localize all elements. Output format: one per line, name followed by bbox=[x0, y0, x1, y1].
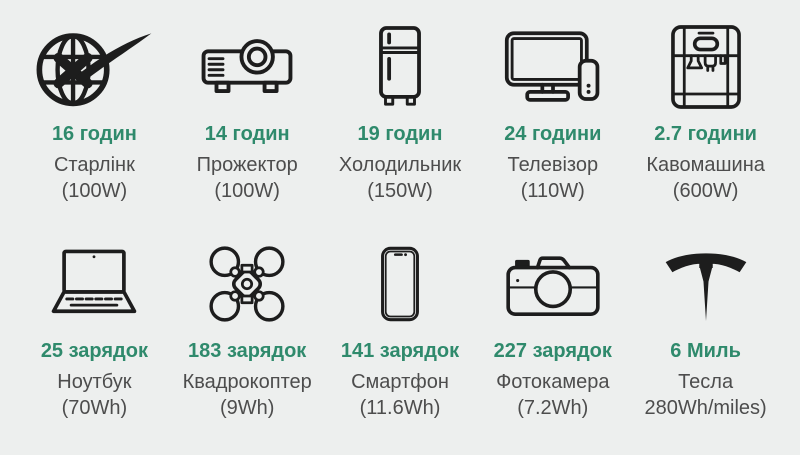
device-label: Фотокамера (7.2Wh) bbox=[496, 369, 609, 421]
runtime-value: 227 зарядок bbox=[493, 339, 612, 362]
device-spec: (100W) bbox=[214, 180, 280, 202]
device-spec: (11.6Wh) bbox=[359, 396, 441, 419]
runtime-value: 2.7 години bbox=[654, 123, 757, 145]
card-starlink: 16 годин Старлінк (100W) bbox=[18, 20, 171, 227]
tv-icon bbox=[476, 20, 629, 114]
device-label: Кавомашина (600W) bbox=[646, 152, 765, 204]
device-name: Фотокамера bbox=[496, 370, 610, 393]
runtime-value: 25 зарядок bbox=[40, 339, 148, 362]
card-smartphone: 141 зарядок Смартфон (11.6Wh) bbox=[324, 237, 477, 444]
device-name: Прожектор bbox=[196, 154, 298, 176]
device-name: Холодильник bbox=[338, 154, 462, 176]
card-drone: 183 зарядок Квадрокоптер (9Wh) bbox=[171, 237, 324, 444]
device-spec: (600W) bbox=[672, 180, 739, 202]
device-name: Старлінк bbox=[53, 154, 135, 176]
card-laptop: 25 зарядок Ноутбук (70Wh) bbox=[18, 237, 171, 444]
device-label: Старлінк (100W) bbox=[54, 152, 135, 204]
smartphone-icon bbox=[324, 237, 477, 331]
device-spec: 280Wh/miles) bbox=[644, 396, 767, 419]
runtime-value: 24 години bbox=[504, 123, 602, 145]
card-tesla: 6 Миль Тесла 280Wh/miles) bbox=[629, 237, 782, 444]
drone-icon bbox=[171, 237, 324, 331]
device-spec: (150W) bbox=[367, 180, 433, 202]
refrigerator-icon bbox=[324, 20, 477, 114]
laptop-icon bbox=[18, 237, 171, 331]
device-spec: (110W) bbox=[520, 180, 585, 202]
device-spec: (7.2Wh) bbox=[517, 396, 589, 419]
device-name: Тесла bbox=[678, 370, 734, 393]
runtime-value: 141 зарядок bbox=[340, 339, 460, 362]
device-spec: (9Wh) bbox=[219, 396, 275, 419]
card-projector: 14 годин Прожектор (100W) bbox=[171, 20, 324, 227]
device-label: Квадрокоптер (9Wh) bbox=[183, 369, 312, 421]
tesla-icon bbox=[629, 237, 782, 331]
device-spec: (100W) bbox=[61, 180, 128, 202]
coffee-machine-icon bbox=[629, 20, 782, 114]
device-label: Телевізор (110W) bbox=[507, 152, 598, 204]
device-label: Ноутбук (70Wh) bbox=[57, 369, 131, 421]
device-label: Холодильник (150W) bbox=[339, 152, 461, 204]
card-camera: 227 зарядок Фотокамера (7.2Wh) bbox=[476, 237, 629, 444]
device-name: Телевізор bbox=[507, 154, 599, 176]
device-name: Смартфон bbox=[351, 370, 449, 393]
runtime-value: 19 годин bbox=[357, 123, 443, 145]
card-coffee-machine: 2.7 години Кавомашина (600W) bbox=[629, 20, 782, 227]
device-label: Смартфон (11.6Wh) bbox=[351, 369, 449, 421]
runtime-value: 14 годин bbox=[204, 123, 290, 145]
runtime-value: 16 годин bbox=[51, 123, 137, 145]
device-label: Тесла 280Wh/miles) bbox=[644, 369, 766, 421]
card-refrigerator: 19 годин Холодильник (150W) bbox=[324, 20, 477, 227]
device-name: Ноутбук bbox=[57, 370, 132, 393]
projector-icon bbox=[171, 20, 324, 114]
runtime-value: 183 зарядок bbox=[188, 339, 307, 362]
device-name: Кавомашина bbox=[646, 154, 765, 176]
card-tv: 24 години Телевізор (110W) bbox=[476, 20, 629, 227]
starlink-globe-icon bbox=[18, 20, 171, 114]
device-spec: (70Wh) bbox=[61, 396, 128, 419]
device-label: Прожектор (100W) bbox=[197, 152, 298, 204]
device-name: Квадрокоптер bbox=[182, 370, 312, 393]
runtime-value: 6 Миль bbox=[670, 339, 741, 362]
camera-icon bbox=[476, 237, 629, 331]
